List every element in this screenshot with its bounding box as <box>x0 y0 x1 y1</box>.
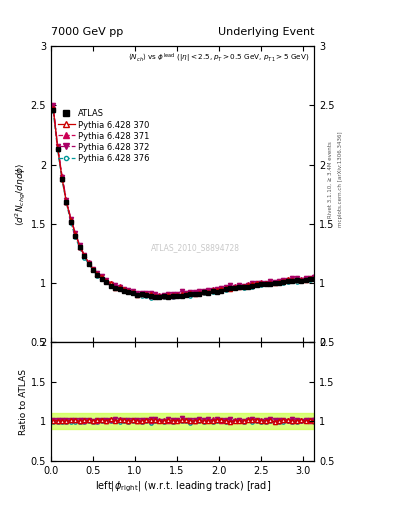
Pythia 6.428 372 <box>140 290 144 296</box>
ATLAS <box>51 107 55 113</box>
Line: Pythia 6.428 371: Pythia 6.428 371 <box>51 104 316 298</box>
Pythia 6.428 376 <box>135 291 140 297</box>
Pythia 6.428 370 <box>126 288 131 294</box>
Y-axis label: Ratio to ATLAS: Ratio to ATLAS <box>19 369 28 435</box>
Pythia 6.428 372 <box>135 290 140 296</box>
Text: 7000 GeV pp: 7000 GeV pp <box>51 27 123 37</box>
Text: $\langle N_{ch}\rangle$ vs $\phi^{\rm lead}$ ($|\eta| < 2.5, p_T > 0.5$ GeV, $p_: $\langle N_{ch}\rangle$ vs $\phi^{\rm le… <box>128 52 309 66</box>
Pythia 6.428 376 <box>126 289 131 295</box>
Pythia 6.428 371 <box>51 103 55 109</box>
Text: Underlying Event: Underlying Event <box>218 27 314 37</box>
Pythia 6.428 376 <box>140 292 144 298</box>
Pythia 6.428 376 <box>95 273 100 279</box>
Pythia 6.428 371 <box>117 283 122 289</box>
Pythia 6.428 376 <box>117 286 122 292</box>
Pythia 6.428 376 <box>312 276 317 282</box>
Pythia 6.428 372 <box>126 287 131 293</box>
ATLAS <box>117 286 122 292</box>
ATLAS <box>126 289 131 295</box>
Text: Rivet 3.1.10, ≥ 3.4M events: Rivet 3.1.10, ≥ 3.4M events <box>328 141 333 218</box>
Pythia 6.428 371 <box>166 293 171 299</box>
Pythia 6.428 376 <box>148 294 153 301</box>
Line: Pythia 6.428 372: Pythia 6.428 372 <box>51 103 316 298</box>
Pythia 6.428 370 <box>219 286 224 292</box>
Pythia 6.428 376 <box>51 109 55 115</box>
Line: Pythia 6.428 376: Pythia 6.428 376 <box>51 110 316 300</box>
Pythia 6.428 371 <box>135 290 140 296</box>
Pythia 6.428 371 <box>95 271 100 278</box>
Pythia 6.428 376 <box>219 287 224 293</box>
Pythia 6.428 372 <box>95 270 100 276</box>
Pythia 6.428 371 <box>312 273 317 279</box>
ATLAS <box>312 275 317 282</box>
Line: ATLAS: ATLAS <box>51 108 316 299</box>
Text: ATLAS_2010_S8894728: ATLAS_2010_S8894728 <box>151 243 241 252</box>
Pythia 6.428 370 <box>117 284 122 290</box>
Pythia 6.428 371 <box>219 286 224 292</box>
Pythia 6.428 372 <box>312 273 317 280</box>
Pythia 6.428 370 <box>140 291 144 297</box>
Pythia 6.428 371 <box>126 288 131 294</box>
Legend: ATLAS, Pythia 6.428 370, Pythia 6.428 371, Pythia 6.428 372, Pythia 6.428 376: ATLAS, Pythia 6.428 370, Pythia 6.428 37… <box>58 110 149 163</box>
Pythia 6.428 372 <box>219 285 224 291</box>
ATLAS <box>219 287 224 293</box>
Text: mcplots.cern.ch [arXiv:1306.3436]: mcplots.cern.ch [arXiv:1306.3436] <box>338 132 343 227</box>
ATLAS <box>95 272 100 278</box>
Pythia 6.428 372 <box>117 284 122 290</box>
Bar <box>51 413 314 429</box>
Pythia 6.428 370 <box>135 291 140 297</box>
Pythia 6.428 370 <box>157 293 162 299</box>
Y-axis label: $\langle d^2 N_{chg}/d\eta d\phi \rangle$: $\langle d^2 N_{chg}/d\eta d\phi \rangle… <box>13 162 28 226</box>
X-axis label: left$|\phi_{\rm right}|$ (w.r.t. leading track) [rad]: left$|\phi_{\rm right}|$ (w.r.t. leading… <box>95 480 271 494</box>
ATLAS <box>166 294 171 300</box>
Pythia 6.428 370 <box>95 270 100 276</box>
Pythia 6.428 370 <box>51 105 55 111</box>
Pythia 6.428 370 <box>312 274 317 281</box>
ATLAS <box>140 291 144 297</box>
Pythia 6.428 372 <box>51 102 55 108</box>
Pythia 6.428 371 <box>140 290 144 296</box>
Pythia 6.428 372 <box>157 293 162 299</box>
Line: Pythia 6.428 370: Pythia 6.428 370 <box>51 106 316 298</box>
ATLAS <box>135 291 140 297</box>
